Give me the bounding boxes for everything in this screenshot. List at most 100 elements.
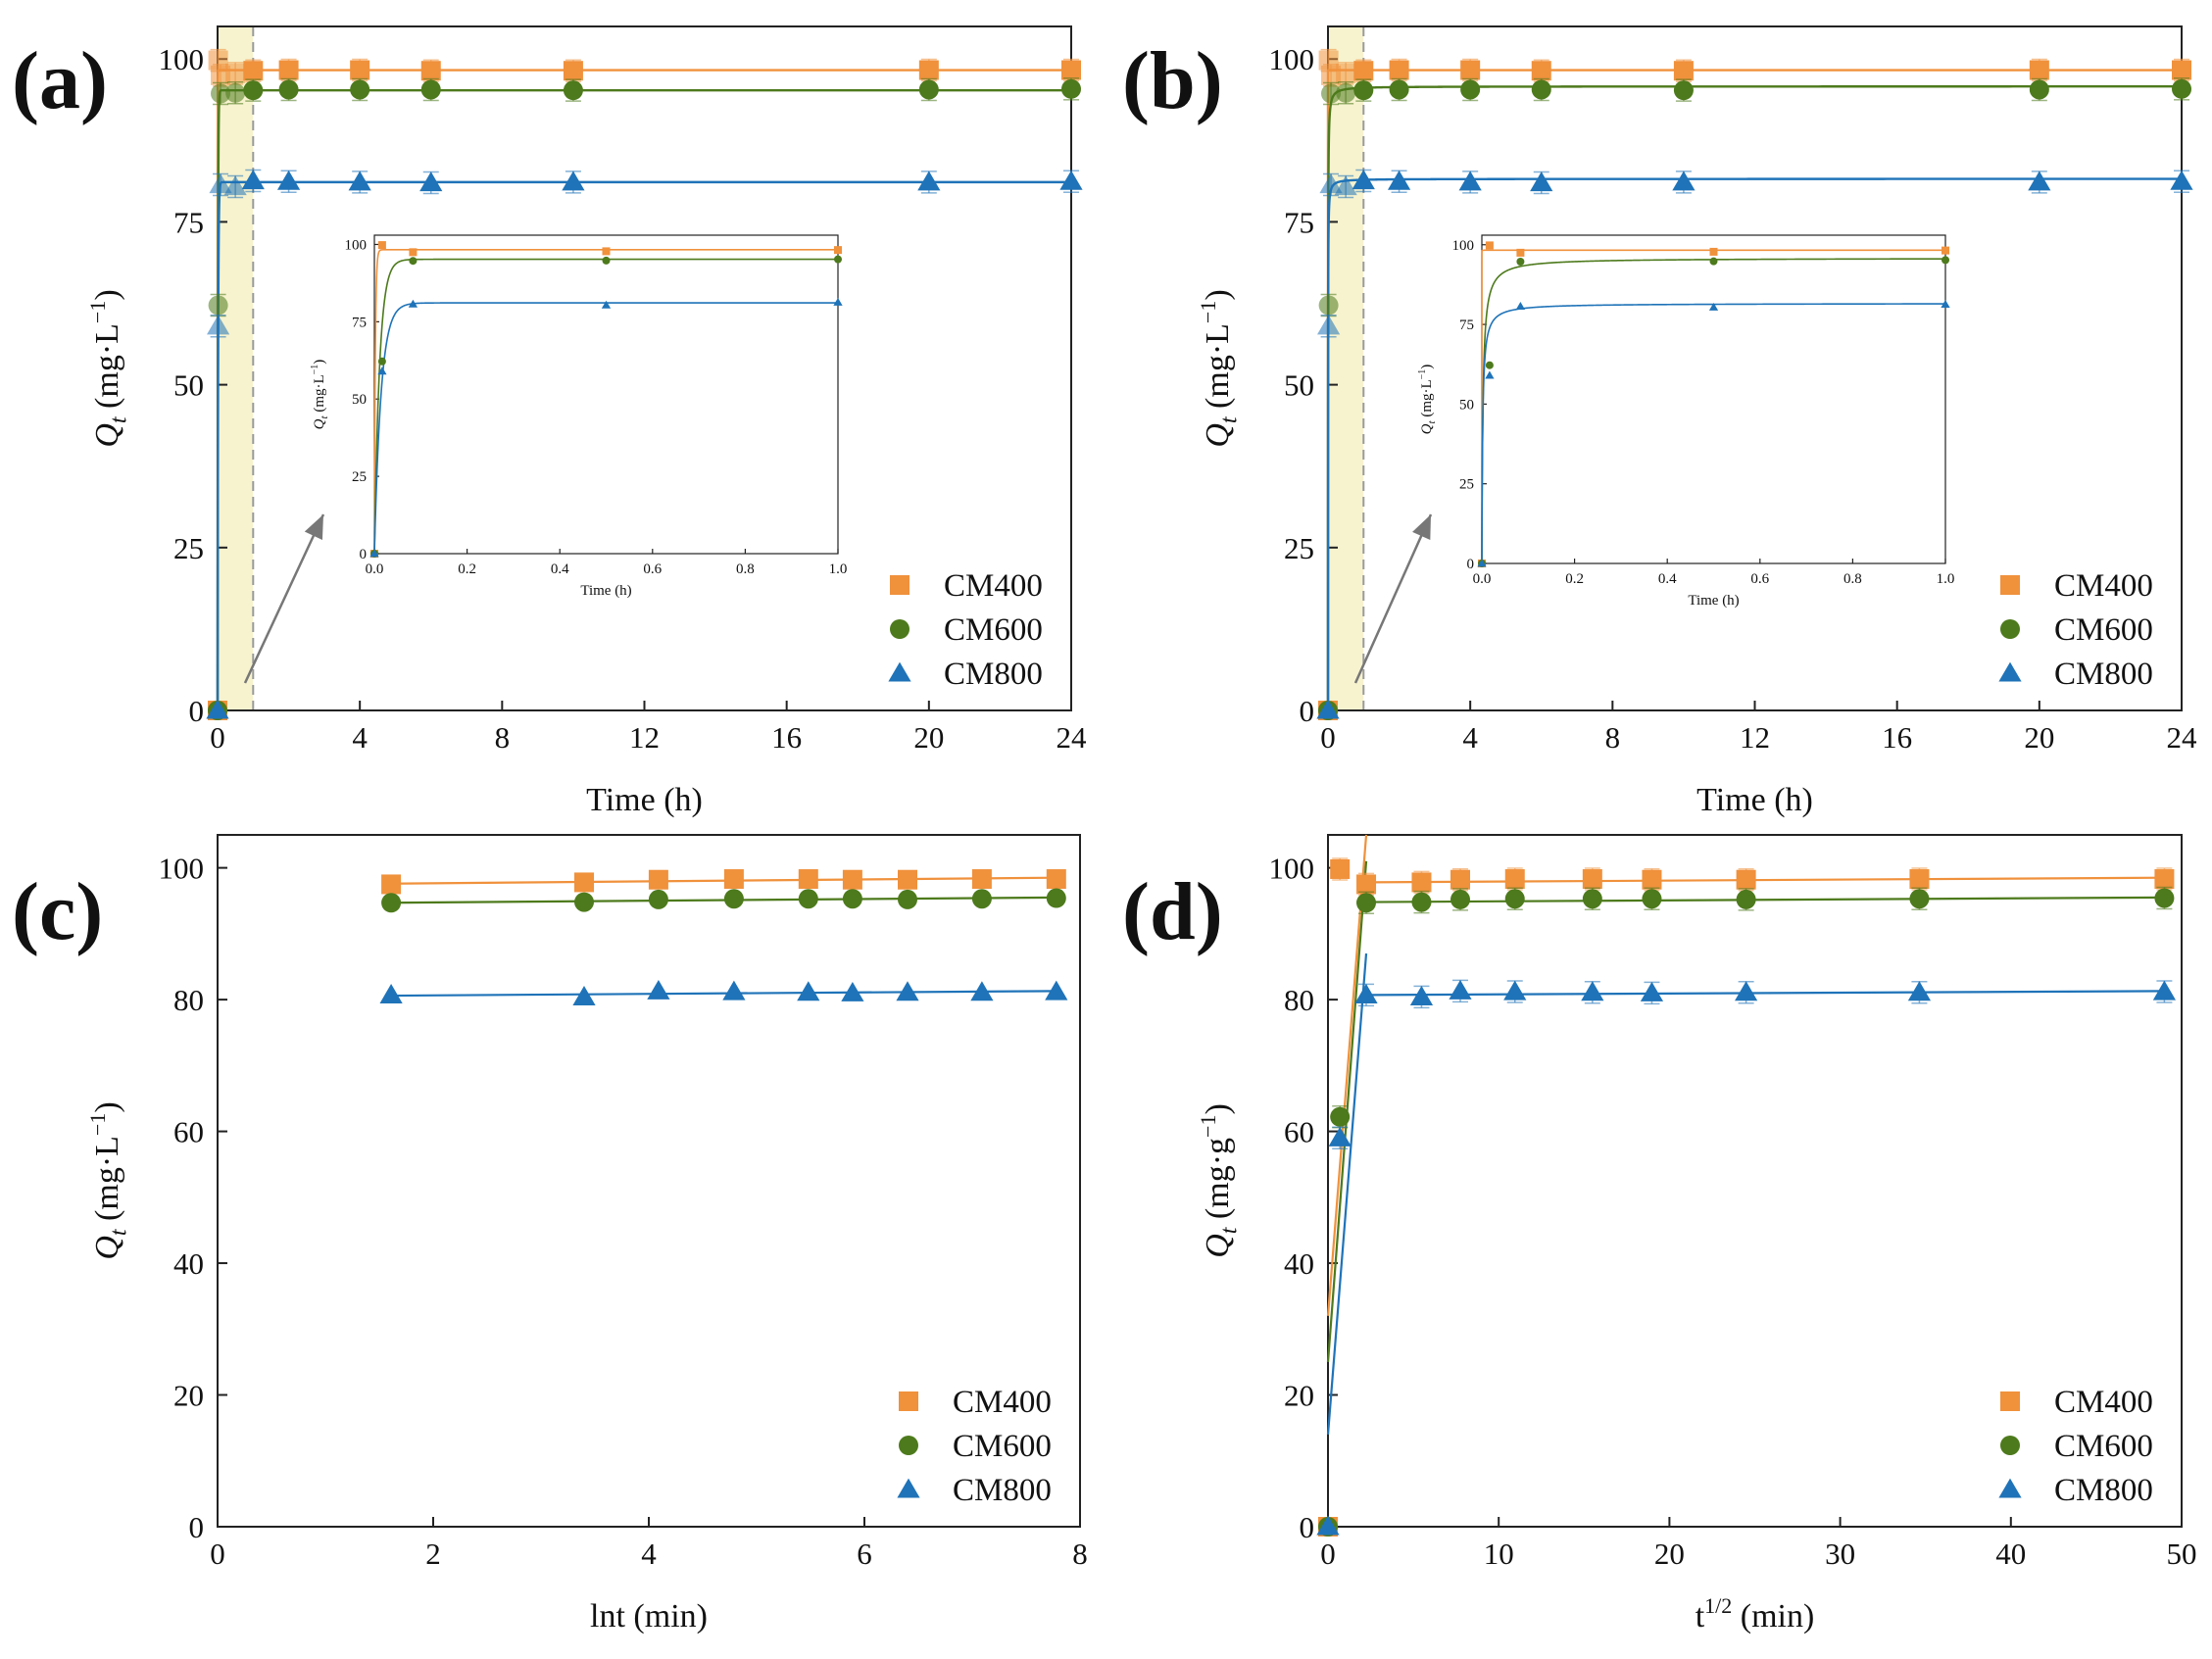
data-point-cm600 xyxy=(798,889,818,909)
data-point-cm800 xyxy=(797,981,820,1001)
x-axis-title: Time (h) xyxy=(586,782,703,818)
data-point-cm800 xyxy=(1354,983,1378,1003)
data-point-cm400 xyxy=(1909,869,1930,890)
data-point-cm800 xyxy=(1334,175,1357,196)
data-point-cm600 xyxy=(1411,892,1432,912)
x-tick-label: 10 xyxy=(1484,1537,1514,1571)
data-point-cm600 xyxy=(208,295,228,316)
x-tick-label: 0 xyxy=(210,1537,225,1571)
panel-label: (b) xyxy=(1122,35,1223,126)
y-axis-title: Qt (mg·L−1) xyxy=(1417,365,1438,435)
data-point-cm800 xyxy=(2152,980,2177,1000)
data-point-cm400 xyxy=(1673,61,1694,81)
inset-background xyxy=(1482,235,1945,563)
y-axis-title: Qt (mg·L−1) xyxy=(85,289,132,447)
data-point-cm800 xyxy=(1458,171,1482,191)
y-tick-label: 75 xyxy=(1459,317,1474,333)
data-point-cm600 xyxy=(1353,80,1374,101)
data-point-cm800 xyxy=(2170,170,2193,190)
data-point-cm400 xyxy=(723,869,744,890)
data-point-cm800 xyxy=(348,171,371,191)
data-point-cm600 xyxy=(1909,889,1930,909)
inset-chart: 0.0 0.2 0.4 0.6 0.8 1.0 0 25 50 75 100 Time (h) Qt (… xyxy=(1417,234,1954,609)
zoom-arrow-head xyxy=(304,514,323,540)
data-point-cm800 xyxy=(1317,315,1341,335)
data-point-cm800 xyxy=(572,986,596,1005)
data-point-cm600 xyxy=(1736,889,1756,909)
inset-x-axis-title: Time (h) xyxy=(580,583,631,599)
data-point-cm400 xyxy=(211,65,231,85)
x-title-sup: 1/2 xyxy=(1704,1593,1732,1618)
x-tick-label: 0 xyxy=(210,720,225,755)
inset-data-point-cm600 xyxy=(1485,361,1494,369)
y-title-close: ) xyxy=(1200,1103,1236,1114)
legend-marker-cm800 xyxy=(888,661,911,682)
data-point-cm400 xyxy=(1504,869,1525,890)
panel-label: (a) xyxy=(12,35,108,126)
data-point-cm400 xyxy=(1353,61,1374,81)
y-tick-label: 0 xyxy=(360,547,368,562)
y-title-sub: t xyxy=(1426,419,1438,423)
x-tick-label: 24 xyxy=(1057,720,1088,755)
data-point-cm600 xyxy=(1460,79,1481,100)
x-tick-label: 4 xyxy=(1462,720,1478,755)
panel-a: 0 4 8 12 16 20 24 0 25 50 75 100 (a) Time (h) Qt (mg·L… xyxy=(12,25,1088,818)
y-axis-title: Qt (mg·L−1) xyxy=(1196,289,1243,447)
x-tick-label: 4 xyxy=(641,1537,657,1571)
inset-data-point-cm400 xyxy=(409,248,418,257)
data-point-cm400 xyxy=(1582,869,1602,890)
legend-label: CM800 xyxy=(2054,657,2153,692)
y-tick-label: 100 xyxy=(1269,42,1315,76)
legend-label: CM600 xyxy=(2054,612,2153,648)
legend-label: CM800 xyxy=(2054,1473,2153,1508)
y-tick-label: 50 xyxy=(352,392,367,408)
x-tick-label: 0.2 xyxy=(458,561,476,577)
data-point-cm400 xyxy=(1061,60,1081,80)
data-point-cm800 xyxy=(1045,980,1068,1000)
y-title-close: ) xyxy=(89,1101,125,1112)
y-title-q: Q xyxy=(312,418,327,429)
legend-label: CM600 xyxy=(953,1429,1052,1464)
y-title-sup: −1 xyxy=(1196,301,1220,323)
data-point-cm400 xyxy=(278,60,299,80)
inset-data-point-cm600 xyxy=(409,257,418,266)
panel-label: (d) xyxy=(1122,866,1223,957)
data-point-cm800 xyxy=(1449,979,1472,1000)
legend-label: CM800 xyxy=(944,657,1043,692)
inset-data-point-cm600 xyxy=(377,357,386,366)
data-point-cm400 xyxy=(381,874,402,895)
series-cm400 xyxy=(381,869,1066,895)
data-point-cm400 xyxy=(1642,869,1662,890)
y-tick-label: 50 xyxy=(173,368,204,403)
data-point-cm400 xyxy=(1321,65,1342,85)
data-point-cm400 xyxy=(1336,63,1356,83)
panel-label: (c) xyxy=(12,866,103,957)
inset-data-point-cm600 xyxy=(834,255,842,264)
data-point-cm800 xyxy=(1640,981,1664,1001)
inset-fit-line-cm800 xyxy=(1481,303,1945,563)
y-title-sup: −1 xyxy=(310,365,320,375)
legend-marker-cm600 xyxy=(899,1436,918,1455)
data-point-cm600 xyxy=(1673,80,1694,101)
x-tick-label: 4 xyxy=(352,720,368,755)
data-point-cm400 xyxy=(1356,874,1377,895)
legend: CM400 CM600 CM800 xyxy=(1998,568,2153,692)
data-point-cm400 xyxy=(563,61,583,81)
inset-data-point-cm800 xyxy=(1515,301,1526,310)
data-point-cm800 xyxy=(1316,699,1340,719)
data-point-cm800 xyxy=(1581,981,1604,1001)
y-title-sup: −1 xyxy=(85,301,110,323)
data-point-cm800 xyxy=(1352,170,1375,190)
y-tick-label: 50 xyxy=(1284,368,1314,403)
data-point-cm600 xyxy=(898,889,917,909)
data-point-cm400 xyxy=(648,869,668,890)
y-title-sub: t xyxy=(1216,415,1242,423)
data-point-cm400 xyxy=(420,61,441,81)
legend-label: CM600 xyxy=(2054,1429,2153,1464)
data-point-cm600 xyxy=(723,889,744,909)
data-point-cm400 xyxy=(1531,61,1551,81)
data-point-cm800 xyxy=(209,173,232,194)
y-tick-label: 75 xyxy=(352,315,367,330)
legend: CM400 CM600 CM800 xyxy=(888,568,1043,692)
